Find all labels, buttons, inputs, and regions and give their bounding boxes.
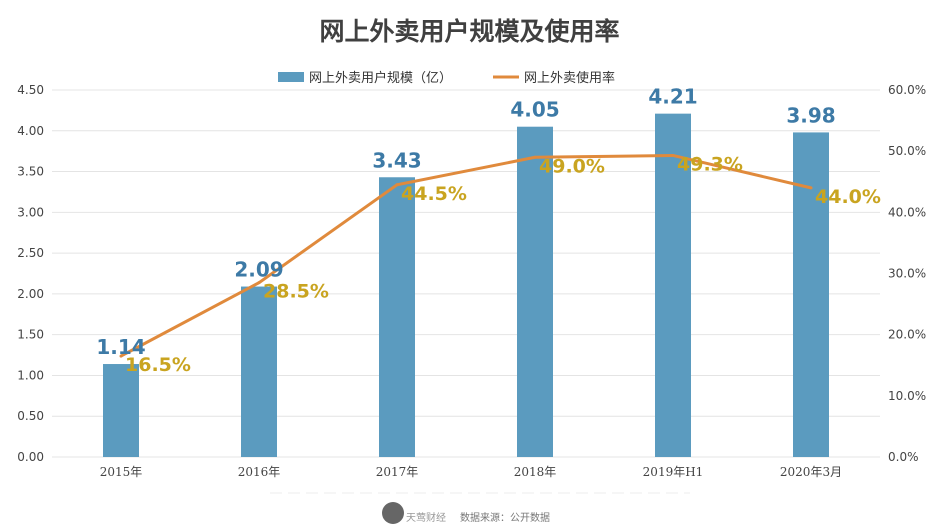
- bar-data-label: 3.98: [786, 103, 835, 127]
- left-tick-label: 0.00: [17, 450, 44, 464]
- bar: [793, 132, 829, 458]
- line-point: [671, 153, 675, 157]
- left-tick-label: 3.50: [17, 165, 44, 179]
- bar: [379, 177, 415, 457]
- bar-data-label: 4.05: [510, 98, 559, 122]
- line-point: [809, 186, 813, 190]
- line-series: [120, 153, 812, 358]
- left-tick-label: 1.50: [17, 328, 44, 342]
- left-tick-label: 1.00: [17, 368, 44, 382]
- right-tick-label: 20.0%: [888, 328, 926, 342]
- bar: [517, 126, 553, 457]
- legend-label-bar: 网上外卖用户规模（亿）: [309, 70, 452, 86]
- left-tick-label: 2.50: [17, 246, 44, 260]
- right-tick-label: 60.0%: [888, 83, 926, 97]
- x-tick-label: 2019年H1: [643, 465, 704, 479]
- data-source: 数据来源：公开数据: [460, 513, 550, 524]
- right-tick-label: 50.0%: [888, 144, 926, 158]
- line-data-label: 49.0%: [539, 155, 605, 177]
- right-tick-label: 0.0%: [888, 450, 919, 464]
- line-data-label: 44.0%: [815, 186, 881, 208]
- line-point: [533, 155, 537, 159]
- bar-data-label: 4.21: [648, 85, 697, 109]
- line-point: [119, 354, 123, 358]
- line-data-label: 44.5%: [401, 183, 467, 205]
- left-tick-label: 2.00: [17, 287, 44, 301]
- x-tick-label: 2015年: [100, 465, 143, 479]
- legend-swatch-bar: [278, 72, 304, 82]
- x-tick-label: 2017年: [376, 465, 419, 479]
- line-data-label: 49.3%: [677, 153, 743, 175]
- bar-data-label: 1.14: [96, 335, 145, 359]
- brand-logo: [382, 502, 404, 524]
- chart-title: 网上外卖用户规模及使用率: [319, 17, 620, 46]
- line-point: [257, 281, 261, 285]
- brand-name: 天莺财经: [406, 513, 446, 524]
- bar: [655, 113, 691, 457]
- x-tick-label: 2020年3月: [780, 465, 842, 479]
- left-tick-label: 4.00: [17, 124, 44, 138]
- bar: [241, 286, 277, 457]
- left-tick-label: 4.50: [17, 83, 44, 97]
- right-tick-label: 10.0%: [888, 389, 926, 403]
- x-tick-label: 2018年: [514, 465, 557, 479]
- bar-data-label: 3.43: [372, 148, 421, 172]
- x-tick-label: 2016年: [238, 465, 281, 479]
- right-tick-label: 30.0%: [888, 267, 926, 281]
- bar: [103, 364, 139, 457]
- line-point: [395, 183, 399, 187]
- left-tick-label: 0.50: [17, 409, 44, 423]
- legend-label-line: 网上外卖使用率: [524, 70, 615, 86]
- left-tick-label: 3.00: [17, 205, 44, 219]
- bar-data-label: 2.09: [234, 258, 283, 282]
- line-data-label: 16.5%: [125, 354, 191, 376]
- right-tick-label: 40.0%: [888, 205, 926, 219]
- line-data-label: 28.5%: [263, 281, 329, 303]
